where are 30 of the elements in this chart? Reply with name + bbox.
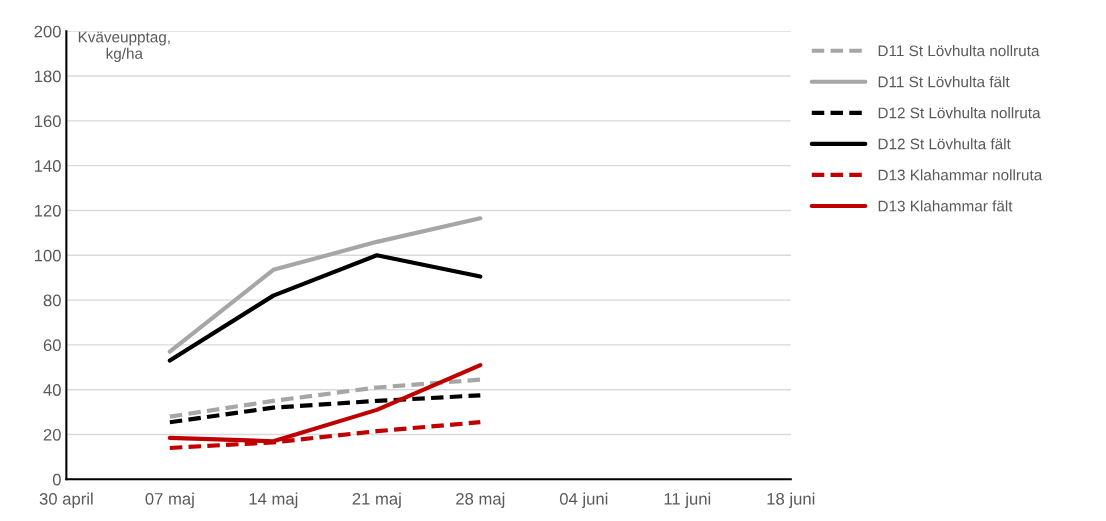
x-tick-label: 04 juni — [559, 492, 608, 509]
y-tick-label: 180 — [34, 70, 61, 83]
y-tick-label: 100 — [34, 249, 61, 262]
y-tick-label: 160 — [34, 115, 61, 128]
legend-label: D11 St Lövhulta fält — [878, 76, 1010, 88]
x-tick-label: 28 maj — [456, 492, 505, 509]
y-tick-label: 140 — [34, 160, 61, 172]
x-tick-label: 11 juni — [664, 492, 711, 509]
y-tick-label: 0 — [52, 473, 61, 486]
y-tick-label: 80 — [43, 294, 61, 307]
legend-label: D11 St Lövhulta nollruta — [878, 45, 1040, 57]
legend-label: D13 Klahammar fält — [878, 200, 1013, 212]
x-tick-label: 07 maj — [145, 492, 194, 509]
line-series — [167, 377, 483, 419]
legend-label: D13 Klahammar nollruta — [878, 169, 1043, 181]
line-series — [167, 216, 483, 354]
legend-label: D12 St Lövhulta fält — [878, 138, 1011, 150]
y-axis-title: Kväveupptag, kg/ha — [78, 31, 170, 62]
x-tick-label: 18 juni — [767, 492, 815, 509]
x-tick-label: 30 april — [39, 492, 93, 509]
x-tick-label: 14 maj — [249, 492, 298, 509]
x-tick-label: 21 maj — [352, 492, 401, 509]
y-tick-label: 200 — [34, 25, 61, 38]
y-tick-label: 20 — [43, 428, 61, 441]
y-tick-label: 120 — [34, 204, 61, 217]
line-series — [167, 393, 483, 425]
legend-label: D12 St Lövhulta nollruta — [878, 107, 1041, 119]
y-tick-label: 60 — [43, 339, 61, 352]
line-series — [167, 253, 483, 363]
y-tick-label: 40 — [43, 384, 61, 396]
